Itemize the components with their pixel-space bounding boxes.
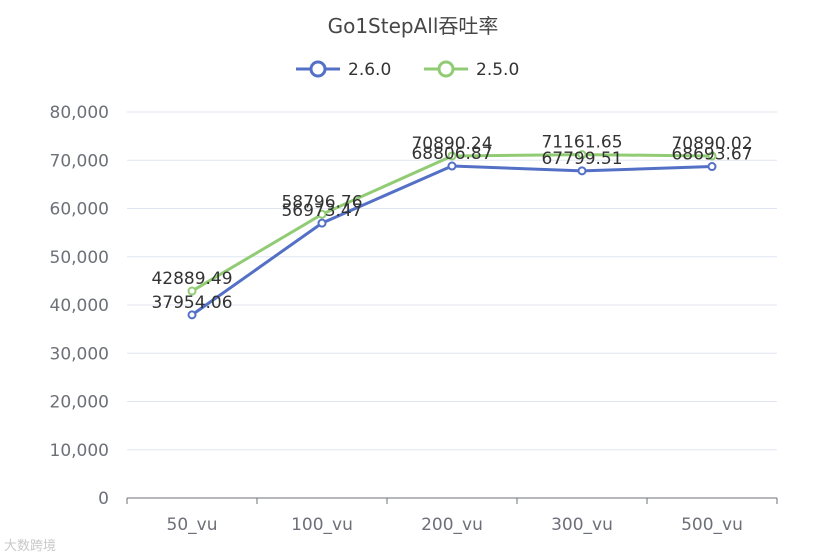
data-point [707, 151, 717, 161]
y-tick-label: 40,000 [50, 296, 109, 316]
data-point [317, 209, 327, 219]
x-tick-label: 300_vu [551, 515, 613, 535]
series-line [191, 153, 713, 293]
legend-marker [309, 60, 327, 78]
watermark: 大数跨境 [4, 539, 57, 554]
x-tick-label: 100_vu [291, 515, 353, 535]
y-tick-label: 60,000 [50, 200, 109, 220]
data-labels: 37954.06 56973.47 68806.87 67799.51 68693.67… [151, 133, 752, 313]
data-point [187, 310, 197, 320]
data-label: 70890.24 [411, 134, 492, 154]
data-label: 37954.06 [151, 293, 232, 313]
x-tick-label: 500_vu [681, 515, 743, 535]
series-layer [187, 150, 717, 320]
legend-marker [437, 60, 455, 78]
data-point [707, 162, 717, 172]
y-tick-label: 0 [98, 489, 109, 509]
data-point [577, 150, 587, 160]
y-axis: 0 10,000 20,000 30,000 40,000 50,000 60,000 70,… [50, 103, 109, 509]
data-point [447, 151, 457, 161]
series-line [191, 164, 713, 317]
y-tick-label: 10,000 [50, 441, 109, 461]
y-tick-label: 80,000 [50, 103, 109, 123]
data-label: 70890.02 [671, 134, 752, 154]
y-tick-label: 70,000 [50, 151, 109, 171]
legend-label: 2.5.0 [476, 60, 519, 80]
data-point [447, 161, 457, 171]
legend-label: 2.6.0 [348, 60, 391, 80]
data-point [317, 218, 327, 228]
x-axis: 50_vu 100_vu 200_vu 300_vu 500_vu [126, 497, 778, 535]
data-point [187, 286, 197, 296]
data-label: 68693.67 [671, 145, 752, 165]
data-label: 71161.65 [541, 133, 622, 153]
data-label: 42889.49 [151, 269, 232, 289]
legend-item[interactable]: 2.6.0 [296, 60, 391, 80]
legend-item[interactable]: 2.5.0 [424, 60, 519, 80]
chart-title: Go1StepAll吞吐率 [328, 14, 499, 38]
data-point [577, 166, 587, 176]
data-label: 56973.47 [281, 201, 362, 221]
x-tick-label: 200_vu [421, 515, 483, 535]
y-tick-label: 20,000 [50, 393, 109, 413]
x-tick-label: 50_vu [167, 515, 218, 535]
legend[interactable]: 2.6.0 2.5.0 [296, 60, 519, 80]
data-label: 68806.87 [411, 144, 492, 164]
data-label: 67799.51 [541, 149, 622, 169]
y-tick-label: 30,000 [50, 344, 109, 364]
data-label: 58796.76 [281, 192, 362, 212]
y-tick-label: 50,000 [50, 248, 109, 268]
